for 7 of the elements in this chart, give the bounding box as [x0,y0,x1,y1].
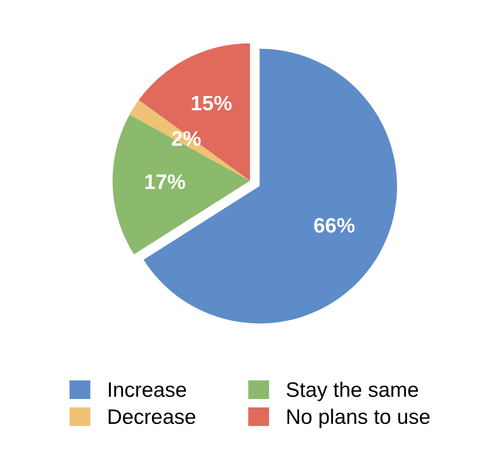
data-label: 17% [145,174,186,190]
data-label: 15% [192,96,232,110]
data-label: 66% [314,218,355,233]
legend-label: No plans to use [287,408,430,428]
legend-label: Increase [108,382,186,398]
legend-label: Decrease [108,410,196,424]
legend-label: Stay the same [286,382,418,402]
